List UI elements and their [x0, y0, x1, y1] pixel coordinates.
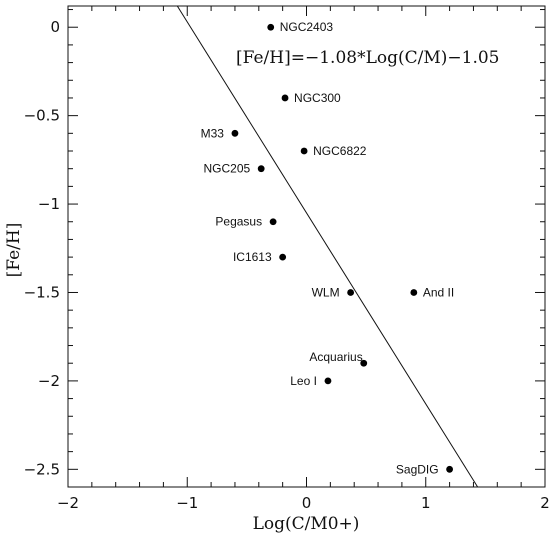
x-axis-title: Log(C/M0+): [253, 514, 360, 534]
point-label: SagDIG: [396, 462, 439, 476]
data-point: [347, 289, 355, 296]
fit-equation-annotation: [Fe/H]=−1.08*Log(C/M)−1.05: [236, 48, 500, 68]
data-point: [231, 129, 239, 137]
point-label: Leo I: [290, 374, 317, 388]
point-label: M33: [201, 126, 225, 140]
point-label: Acquarius: [309, 350, 362, 364]
plot-frame: [67, 5, 546, 488]
point-label: NGC2403: [280, 20, 334, 34]
point-label: IC1613: [233, 250, 272, 264]
y-axis-title: [Fe/H]: [4, 223, 24, 278]
point-label: Pegasus: [215, 215, 262, 229]
y-tick-label: −0.5: [24, 107, 60, 125]
data-point: [410, 289, 418, 296]
data-point: [324, 377, 332, 385]
y-tick-label: −2: [38, 372, 60, 390]
data-point: [281, 94, 289, 102]
data-point: [257, 165, 265, 173]
x-tick-label: 1: [421, 494, 431, 512]
point-label: WLM: [312, 285, 340, 299]
data-point: [360, 359, 368, 367]
x-tick-label: 2: [540, 494, 550, 512]
fit-line: [176, 5, 479, 488]
x-tick-label: −2: [57, 494, 79, 512]
data-point: [267, 23, 275, 31]
data-point: [446, 465, 453, 473]
point-label: NGC205: [203, 162, 250, 176]
y-tick-label: 0: [50, 18, 60, 36]
point-label: And II: [423, 285, 454, 299]
point-label: NGC6822: [313, 144, 367, 158]
data-point: [279, 253, 287, 261]
x-tick-label: 0: [302, 494, 312, 512]
x-tick-label: −1: [176, 494, 198, 512]
data-point: [300, 147, 308, 155]
y-tick-label: −2.5: [24, 460, 60, 478]
data-point: [269, 218, 277, 226]
y-tick-label: −1.5: [24, 283, 60, 301]
y-tick-label: −1: [38, 195, 60, 213]
point-label: NGC300: [294, 91, 341, 105]
